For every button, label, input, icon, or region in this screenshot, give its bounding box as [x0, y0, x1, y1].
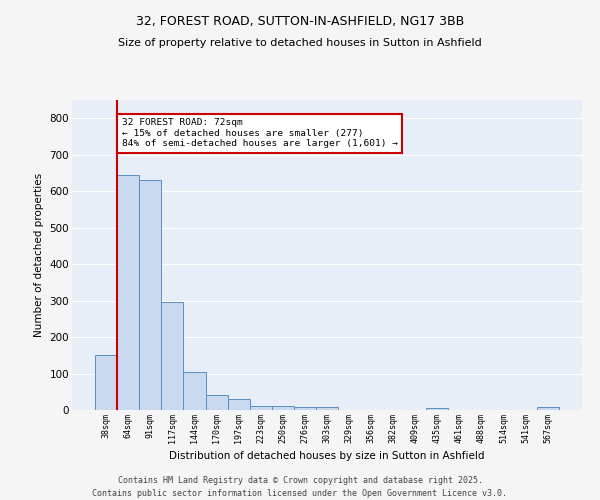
- Bar: [161, 302, 184, 410]
- Bar: [206, 394, 227, 410]
- Bar: [139, 180, 161, 410]
- Bar: [117, 175, 139, 410]
- Text: 32 FOREST ROAD: 72sqm
← 15% of detached houses are smaller (277)
84% of semi-det: 32 FOREST ROAD: 72sqm ← 15% of detached …: [122, 118, 398, 148]
- Text: Size of property relative to detached houses in Sutton in Ashfield: Size of property relative to detached ho…: [118, 38, 482, 48]
- Bar: [250, 406, 272, 410]
- Bar: [227, 399, 250, 410]
- Bar: [427, 408, 448, 410]
- X-axis label: Distribution of detached houses by size in Sutton in Ashfield: Distribution of detached houses by size …: [169, 451, 485, 461]
- Bar: [272, 406, 294, 410]
- Bar: [184, 372, 206, 410]
- Text: 32, FOREST ROAD, SUTTON-IN-ASHFIELD, NG17 3BB: 32, FOREST ROAD, SUTTON-IN-ASHFIELD, NG1…: [136, 15, 464, 28]
- Bar: [537, 408, 559, 410]
- Y-axis label: Number of detached properties: Number of detached properties: [34, 173, 44, 337]
- Text: Contains HM Land Registry data © Crown copyright and database right 2025.
Contai: Contains HM Land Registry data © Crown c…: [92, 476, 508, 498]
- Bar: [316, 408, 338, 410]
- Bar: [294, 408, 316, 410]
- Bar: [95, 356, 117, 410]
